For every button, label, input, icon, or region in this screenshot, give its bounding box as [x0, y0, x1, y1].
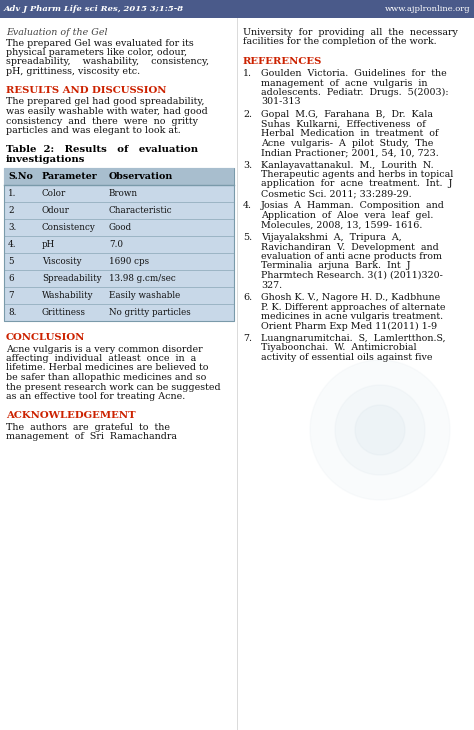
- Text: Parameter: Parameter: [42, 172, 98, 181]
- Text: 1.: 1.: [8, 189, 17, 198]
- Bar: [4, 168, 234, 185]
- Text: Acne  vulgaris-  A  pilot  Study,  The: Acne vulgaris- A pilot Study, The: [261, 139, 433, 147]
- Text: investigations: investigations: [6, 155, 85, 164]
- Circle shape: [310, 360, 450, 500]
- Text: CONCLUSION: CONCLUSION: [6, 333, 85, 342]
- Text: 1690 cps: 1690 cps: [109, 257, 149, 266]
- Text: 5.: 5.: [243, 233, 252, 242]
- Text: lifetime. Herbal medicines are believed to: lifetime. Herbal medicines are believed …: [6, 364, 209, 372]
- Text: evaluation of anti acne products from: evaluation of anti acne products from: [261, 252, 442, 261]
- Text: pH, grittiness, viscosity etc.: pH, grittiness, viscosity etc.: [6, 67, 140, 76]
- Text: P. K. Different approaches of alternate: P. K. Different approaches of alternate: [261, 302, 446, 312]
- Text: Spreadability: Spreadability: [42, 274, 101, 283]
- Text: Orient Pharm Exp Med 11(2011) 1-9: Orient Pharm Exp Med 11(2011) 1-9: [261, 321, 437, 331]
- Text: Good: Good: [109, 223, 132, 232]
- Text: University  for  providing  all  the  necessary: University for providing all the necessa…: [243, 28, 458, 37]
- Text: Acne vulgaris is a very common disorder: Acne vulgaris is a very common disorder: [6, 345, 202, 353]
- Text: The  authors  are  grateful  to  the: The authors are grateful to the: [6, 423, 170, 431]
- Text: Odour: Odour: [42, 206, 70, 215]
- Text: 4.: 4.: [243, 201, 252, 210]
- Text: RESULTS AND DISCUSSION: RESULTS AND DISCUSSION: [6, 86, 166, 95]
- Text: be safer than allopathic medicines and so: be safer than allopathic medicines and s…: [6, 373, 206, 382]
- Text: Indian Practioner; 2001, 54, 10, 723.: Indian Practioner; 2001, 54, 10, 723.: [261, 148, 439, 157]
- Text: Josias  A  Hamman.  Composition  and: Josias A Hamman. Composition and: [261, 201, 445, 210]
- Text: spreadability,    washability,    consistency,: spreadability, washability, consistency,: [6, 58, 209, 66]
- Text: Evaluation of the Gel: Evaluation of the Gel: [6, 28, 108, 37]
- Text: Easily washable: Easily washable: [109, 291, 180, 300]
- Text: the present research work can be suggested: the present research work can be suggest…: [6, 383, 220, 391]
- Text: as an effective tool for treating Acne.: as an effective tool for treating Acne.: [6, 392, 185, 401]
- Text: particles and was elegant to look at.: particles and was elegant to look at.: [6, 126, 181, 135]
- Text: Kanlayavattanakul.  M.,  Lourith  N.: Kanlayavattanakul. M., Lourith N.: [261, 161, 434, 169]
- Text: activity of essential oils against five: activity of essential oils against five: [261, 353, 432, 362]
- Text: management  of  acne  vulgaris  in: management of acne vulgaris in: [261, 79, 428, 88]
- Text: Viscosity: Viscosity: [42, 257, 82, 266]
- Text: 2.: 2.: [243, 110, 252, 119]
- Text: 7: 7: [8, 291, 14, 300]
- Text: REFERENCES: REFERENCES: [243, 56, 322, 66]
- Text: consistency  and  there  were  no  gritty: consistency and there were no gritty: [6, 117, 198, 126]
- Text: Observation: Observation: [109, 172, 173, 181]
- Text: Tiyaboonchai.  W.  Antimicrobial: Tiyaboonchai. W. Antimicrobial: [261, 344, 417, 353]
- Text: Color: Color: [42, 189, 66, 198]
- Text: Cosmetic Sci. 2011; 33:289-29.: Cosmetic Sci. 2011; 33:289-29.: [261, 189, 411, 198]
- Text: 327.: 327.: [261, 280, 282, 290]
- Text: S.No: S.No: [8, 172, 33, 181]
- Circle shape: [355, 405, 405, 455]
- Text: www.ajplronline.org: www.ajplronline.org: [384, 5, 470, 13]
- Text: Ghosh K. V., Nagore H. D., Kadbhune: Ghosh K. V., Nagore H. D., Kadbhune: [261, 293, 440, 302]
- Text: Brown: Brown: [109, 189, 138, 198]
- Text: Molecules, 2008, 13, 1599- 1616.: Molecules, 2008, 13, 1599- 1616.: [261, 220, 422, 229]
- Text: The prepared Gel was evaluated for its: The prepared Gel was evaluated for its: [6, 39, 194, 47]
- Text: management  of  Sri  Ramachandra: management of Sri Ramachandra: [6, 432, 177, 441]
- Text: 13.98 g.cm/sec: 13.98 g.cm/sec: [109, 274, 176, 283]
- Text: Herbal  Medication  in  treatment  of: Herbal Medication in treatment of: [261, 129, 438, 138]
- Text: Table  2:   Results   of   evaluation: Table 2: Results of evaluation: [6, 145, 198, 154]
- Bar: [4, 168, 234, 321]
- Text: physical parameters like color, odour,: physical parameters like color, odour,: [6, 48, 187, 57]
- Text: 1.: 1.: [243, 69, 252, 78]
- Text: 8.: 8.: [8, 308, 17, 317]
- Text: 2: 2: [8, 206, 14, 215]
- Text: Vijayalakshmi  A,  Tripura  A,: Vijayalakshmi A, Tripura A,: [261, 233, 402, 242]
- Text: Suhas  Kulkarni,  Effectiveness  of: Suhas Kulkarni, Effectiveness of: [261, 120, 426, 128]
- Text: Characteristic: Characteristic: [109, 206, 173, 215]
- Text: No gritty particles: No gritty particles: [109, 308, 191, 317]
- Text: application  for  acne  treatment.  Int.  J: application for acne treatment. Int. J: [261, 180, 453, 188]
- Text: pH: pH: [42, 240, 55, 249]
- Text: Terminalia  arjuna  Bark.  Int  J: Terminalia arjuna Bark. Int J: [261, 261, 410, 271]
- Text: 6.: 6.: [243, 293, 252, 302]
- Text: Adv J Pharm Life sci Res, 2015 3;1:5-8: Adv J Pharm Life sci Res, 2015 3;1:5-8: [4, 5, 184, 13]
- Text: facilities for the completion of the work.: facilities for the completion of the wor…: [243, 37, 437, 47]
- Text: Grittiness: Grittiness: [42, 308, 86, 317]
- Text: 301-313: 301-313: [261, 98, 301, 107]
- Text: 3.: 3.: [8, 223, 16, 232]
- Text: Gopal  M.G,  Farahana  B,  Dr.  Kala: Gopal M.G, Farahana B, Dr. Kala: [261, 110, 433, 119]
- Text: Pharmtech Research. 3(1) (2011)320-: Pharmtech Research. 3(1) (2011)320-: [261, 271, 443, 280]
- Text: 7.0: 7.0: [109, 240, 123, 249]
- Text: adolescents.  Pediatr.  Drugs.  5(2003):: adolescents. Pediatr. Drugs. 5(2003):: [261, 88, 448, 97]
- Text: Luangnarumitchai.  S,  Lamlertthon.S,: Luangnarumitchai. S, Lamlertthon.S,: [261, 334, 446, 343]
- Text: 5: 5: [8, 257, 13, 266]
- Text: 6: 6: [8, 274, 14, 283]
- Bar: [0, 0, 474, 18]
- Text: 7.: 7.: [243, 334, 252, 343]
- Text: Washability: Washability: [42, 291, 94, 300]
- Circle shape: [335, 385, 425, 475]
- Text: Goulden  Victoria.  Guidelines  for  the: Goulden Victoria. Guidelines for the: [261, 69, 447, 78]
- Text: Therapeutic agents and herbs in topical: Therapeutic agents and herbs in topical: [261, 170, 453, 179]
- Text: affecting  individual  atleast  once  in  a: affecting individual atleast once in a: [6, 354, 196, 363]
- Text: 4.: 4.: [8, 240, 17, 249]
- Text: ACKNOWLEDGEMENT: ACKNOWLEDGEMENT: [6, 411, 136, 420]
- Text: Ravichandiran  V.  Development  and: Ravichandiran V. Development and: [261, 242, 439, 252]
- Text: medicines in acne vulgaris treatment.: medicines in acne vulgaris treatment.: [261, 312, 443, 321]
- Text: 3.: 3.: [243, 161, 252, 169]
- Text: was easily washable with water, had good: was easily washable with water, had good: [6, 107, 208, 116]
- Text: The prepared gel had good spreadability,: The prepared gel had good spreadability,: [6, 98, 204, 107]
- Text: Application  of  Aloe  vera  leaf  gel.: Application of Aloe vera leaf gel.: [261, 211, 433, 220]
- Text: Consistency: Consistency: [42, 223, 96, 232]
